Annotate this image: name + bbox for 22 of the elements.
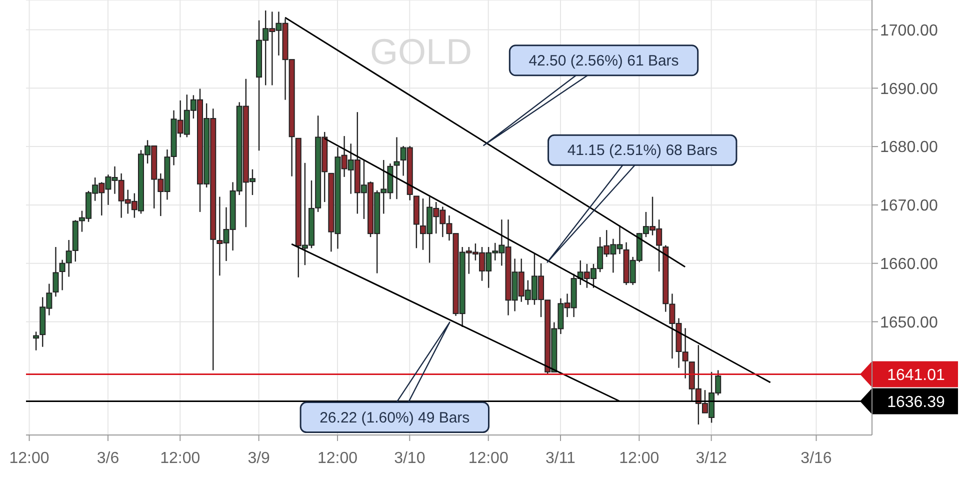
x-tick-label: 12:00	[9, 450, 50, 467]
x-tick-label: 12:00	[619, 450, 660, 467]
x-tick-label: 3/10	[394, 450, 426, 467]
x-tick-label: 3/11	[546, 450, 576, 467]
x-tick-label: 12:00	[160, 450, 200, 467]
annotation: 26.22 (1.60%) 49 Bars	[320, 409, 470, 426]
x-tick-label: 3/16	[800, 450, 832, 467]
y-tick-label: 1690.00	[880, 80, 938, 98]
y-tick-label: 1650.00	[880, 314, 938, 332]
ref-line-label: 1636.39	[887, 394, 946, 412]
x-tick-label: 12:00	[317, 450, 358, 467]
y-tick-label: 1680.00	[880, 139, 938, 156]
ref-line-label: 1641.01	[887, 367, 946, 384]
x-tick-label: 12:00	[468, 450, 508, 467]
y-tick-label: 1700.00	[880, 22, 938, 40]
annotation: 41.15 (2.51%) 68 Bars	[567, 142, 718, 160]
x-tick-label: 3/9	[248, 450, 270, 467]
y-tick-label: 1660.00	[880, 256, 938, 274]
x-tick-label: 3/12	[696, 450, 727, 467]
x-tick-label: 3/6	[96, 450, 120, 467]
annotation: 42.50 (2.56%) 61 Bars	[528, 52, 679, 70]
y-tick-label: 1670.00	[880, 198, 938, 215]
